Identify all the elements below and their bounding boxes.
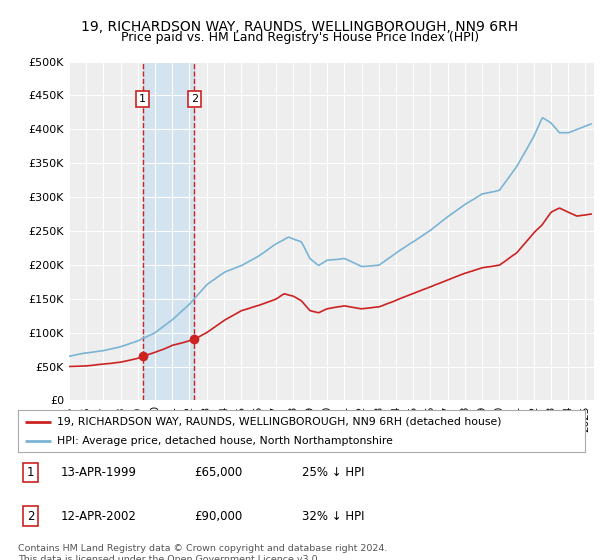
- Text: £65,000: £65,000: [194, 466, 242, 479]
- Bar: [143, 62, 194, 400]
- Text: Contains HM Land Registry data © Crown copyright and database right 2024.
This d: Contains HM Land Registry data © Crown c…: [18, 544, 388, 560]
- Text: HPI: Average price, detached house, North Northamptonshire: HPI: Average price, detached house, Nort…: [56, 436, 392, 446]
- Text: 1: 1: [27, 466, 34, 479]
- Text: 2: 2: [27, 510, 34, 522]
- Text: 1: 1: [139, 94, 146, 104]
- Text: 19, RICHARDSON WAY, RAUNDS, WELLINGBOROUGH, NN9 6RH: 19, RICHARDSON WAY, RAUNDS, WELLINGBOROU…: [82, 20, 518, 34]
- Text: 32% ↓ HPI: 32% ↓ HPI: [302, 510, 364, 522]
- Text: 19, RICHARDSON WAY, RAUNDS, WELLINGBOROUGH, NN9 6RH (detached house): 19, RICHARDSON WAY, RAUNDS, WELLINGBOROU…: [56, 417, 501, 427]
- Text: 12-APR-2002: 12-APR-2002: [61, 510, 136, 522]
- Text: Price paid vs. HM Land Registry's House Price Index (HPI): Price paid vs. HM Land Registry's House …: [121, 31, 479, 44]
- Text: 2: 2: [191, 94, 198, 104]
- Text: £90,000: £90,000: [194, 510, 242, 522]
- Text: 25% ↓ HPI: 25% ↓ HPI: [302, 466, 364, 479]
- Text: 13-APR-1999: 13-APR-1999: [61, 466, 137, 479]
